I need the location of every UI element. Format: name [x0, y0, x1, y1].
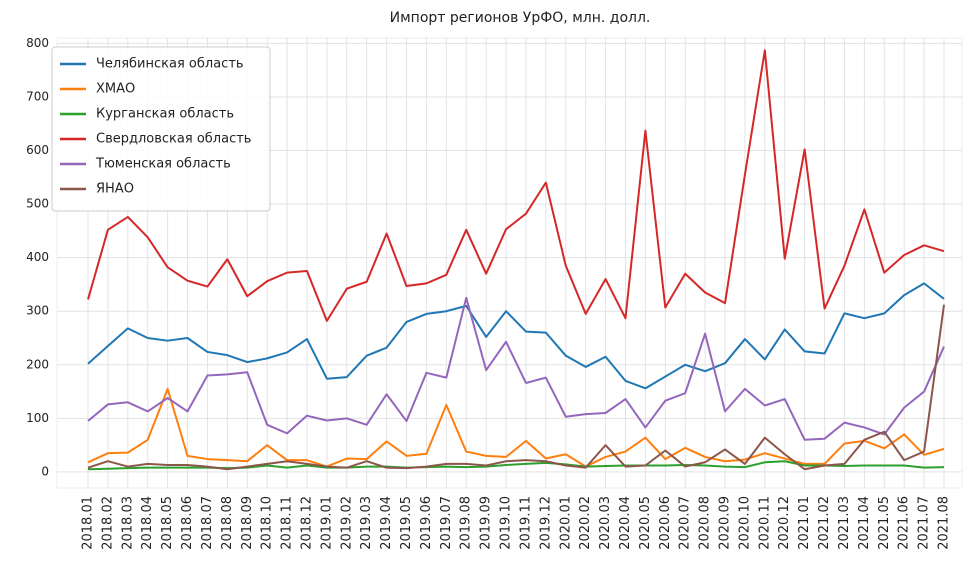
x-tick-label: 2018.01 [81, 496, 96, 550]
y-tick-label: 200 [26, 357, 49, 371]
x-tick-label: 2020.10 [737, 496, 752, 550]
legend-label: ХМАО [96, 82, 135, 97]
x-tick-label: 2019.12 [538, 496, 553, 550]
x-tick-label: 2021.01 [797, 496, 812, 550]
legend-box [51, 46, 271, 212]
x-tick-label: 2021.06 [897, 496, 912, 550]
x-tick-label: 2020.11 [757, 496, 772, 550]
x-tick-label: 2020.07 [678, 496, 693, 550]
x-tick-label: 2019.01 [319, 496, 334, 550]
x-tick-label: 2020.02 [578, 496, 593, 550]
legend-label: Тюменская область [95, 157, 231, 172]
x-tick-label: 2020.04 [618, 496, 633, 550]
x-tick-label: 2018.07 [200, 496, 215, 550]
x-tick-label: 2020.05 [638, 496, 653, 550]
x-tick-label: 2021.07 [917, 496, 932, 550]
y-tick-label: 700 [26, 89, 49, 103]
x-tick-label: 2020.09 [718, 496, 733, 550]
legend: Челябинская область ХМАО Курганская област… [51, 46, 271, 212]
x-tick-label: 2021.03 [837, 496, 852, 550]
x-tick-label: 2019.10 [499, 496, 514, 550]
series-line [87, 296, 945, 441]
series-line [87, 387, 945, 468]
series-line [87, 282, 945, 390]
legend-label: Челябинская область [96, 57, 244, 72]
y-tick-label: 100 [26, 411, 49, 425]
x-tick-label: 2020.01 [558, 496, 573, 550]
x-tick-label: 2018.03 [120, 496, 135, 550]
x-tick-label: 2019.11 [518, 496, 533, 550]
y-tick-label: 800 [26, 36, 49, 50]
y-tick-label: 600 [26, 143, 49, 157]
x-tick-label: 2019.02 [339, 496, 354, 550]
x-tick-label: 2020.03 [598, 496, 613, 550]
x-tick-label: 2018.06 [180, 496, 195, 550]
x-tick-label: 2018.04 [140, 496, 155, 550]
y-tick-label: 300 [26, 304, 49, 318]
x-tick-label: 2020.06 [658, 496, 673, 550]
x-tick-label: 2018.05 [160, 496, 175, 550]
x-tick-label: 2018.12 [299, 496, 314, 550]
chart-title: Импорт регионов УрФО, млн. долл. [390, 10, 651, 26]
x-tick-label: 2019.03 [359, 496, 374, 550]
x-tick-label: 2018.10 [260, 496, 275, 550]
x-tick-label: 2019.06 [419, 496, 434, 550]
x-tick-label: 2018.09 [240, 496, 255, 550]
y-tick-label: 400 [26, 250, 49, 264]
legend-label: Свердловская область [96, 132, 251, 147]
x-tick-label: 2019.04 [379, 496, 394, 550]
x-tick-label: 2018.11 [280, 496, 295, 550]
series-line [87, 49, 945, 322]
series-line [87, 304, 945, 471]
y-tick-label: 0 [41, 464, 49, 478]
x-tick-label: 2020.08 [698, 496, 713, 550]
x-tick-label: 2019.09 [479, 496, 494, 550]
x-tick-label: 2021.04 [857, 496, 872, 550]
x-tick-label: 2021.02 [817, 496, 832, 550]
x-tick-label: 2019.07 [439, 496, 454, 550]
x-tick-label: 2021.08 [937, 496, 952, 550]
x-tick-label: 2018.02 [100, 496, 115, 550]
y-tick-label: 500 [26, 197, 49, 211]
x-tick-label: 2020.12 [777, 496, 792, 550]
legend-label: ЯНАО [96, 182, 134, 197]
x-tick-label: 2021.05 [877, 496, 892, 550]
legend-label: Курганская область [96, 107, 234, 122]
x-tick-label: 2018.08 [220, 496, 235, 550]
x-tick-label: 2019.08 [459, 496, 474, 550]
x-tick-label: 2019.05 [399, 496, 414, 550]
